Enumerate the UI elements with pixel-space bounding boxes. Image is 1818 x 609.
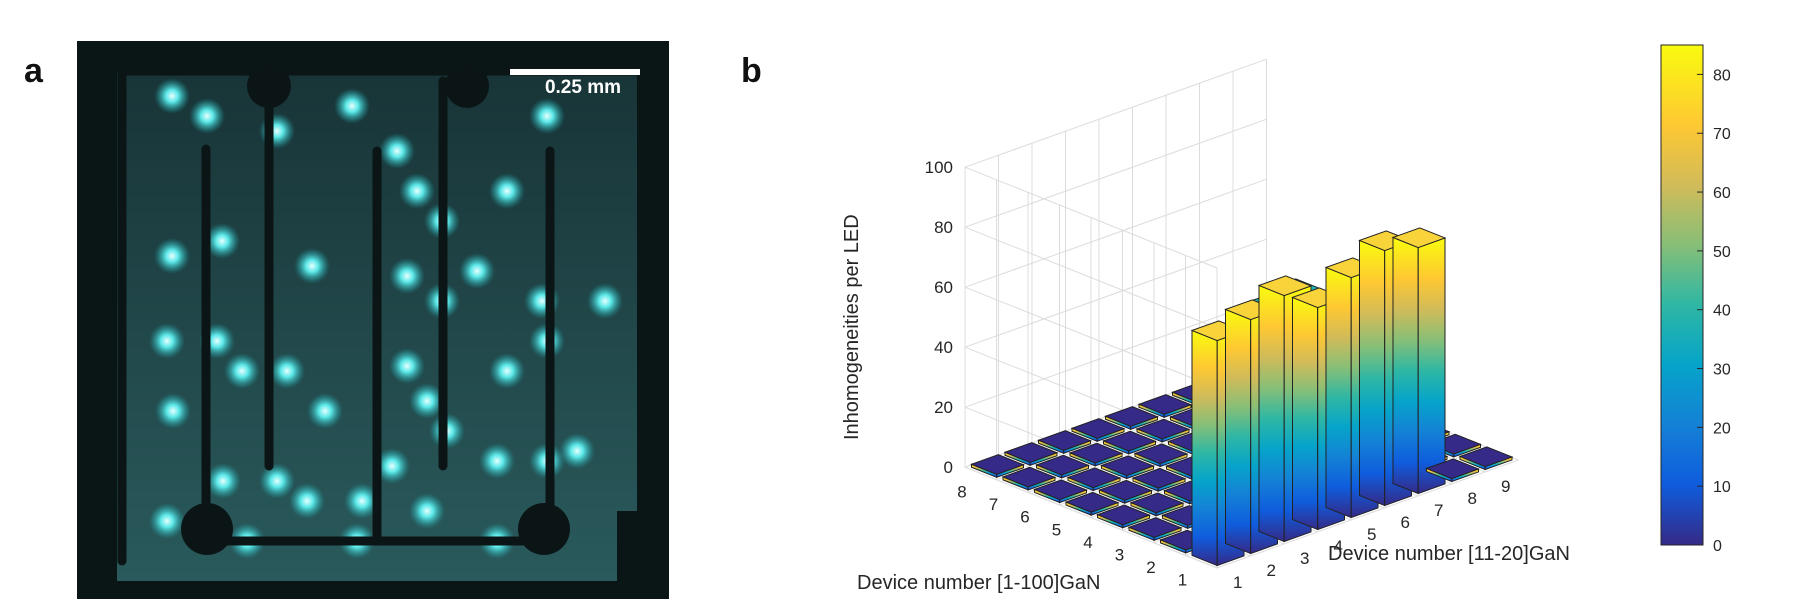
y-tick-label: 2: [1146, 558, 1155, 577]
z-tick-label: 40: [934, 338, 953, 357]
y-tick-label: 6: [1020, 508, 1029, 527]
colorbar-tick-label: 70: [1713, 126, 1731, 143]
chart-bars: [972, 228, 1513, 566]
y-tick-label: 7: [989, 495, 998, 514]
z-tick-label: 100: [925, 158, 953, 177]
y-tick-label: 3: [1115, 546, 1124, 565]
x-tick-label: 5: [1367, 525, 1376, 544]
z-tick-label: 60: [934, 278, 953, 297]
colorbar-tick-label: 30: [1713, 362, 1731, 379]
bar-side-face: [1326, 267, 1351, 517]
x-tick-label: 6: [1401, 513, 1410, 532]
y-tick-label: 1: [1178, 571, 1187, 590]
bar-side-face: [1192, 330, 1217, 565]
colorbar-tick-label: 50: [1713, 244, 1731, 261]
x-tick-label: 1: [1233, 573, 1242, 592]
x-axis-title: Device number [11-20]GaN: [1328, 543, 1570, 565]
y-axis-title: Device number [1-100]GaN: [857, 572, 1100, 594]
x-tick-label: 7: [1434, 501, 1443, 520]
x-tick-label: 2: [1267, 561, 1276, 580]
z-tick-label: 20: [934, 398, 953, 417]
colorbar-tick-label: 80: [1713, 67, 1731, 84]
colorbar-tick-label: 10: [1713, 479, 1731, 496]
colorbar-tick-label: 0: [1713, 538, 1722, 555]
colorbar: [1661, 45, 1703, 545]
bar-side-face: [1259, 285, 1284, 541]
x-tick-label: 3: [1300, 549, 1309, 568]
z-axis-title: Inhomogeneities per LED: [841, 214, 863, 440]
y-tick-label: 8: [957, 483, 966, 502]
bar-side-face: [1293, 297, 1318, 529]
z-tick-label: 80: [934, 218, 953, 237]
x-tick-label: 9: [1501, 477, 1510, 496]
z-tick-label: 0: [944, 458, 953, 477]
y-tick-label: 5: [1052, 520, 1061, 539]
colorbar-tick-label: 20: [1713, 420, 1731, 437]
bar-front-face: [1418, 238, 1445, 494]
bar: [1393, 228, 1445, 494]
bar-side-face: [1226, 309, 1251, 553]
y-tick-label: 4: [1083, 533, 1092, 552]
bar-side-face: [1393, 237, 1418, 493]
colorbar-tick-label: 40: [1713, 303, 1731, 320]
colorbar-tick-label: 60: [1713, 185, 1731, 202]
bar-side-face: [1360, 240, 1385, 505]
x-tick-label: 8: [1468, 489, 1477, 508]
